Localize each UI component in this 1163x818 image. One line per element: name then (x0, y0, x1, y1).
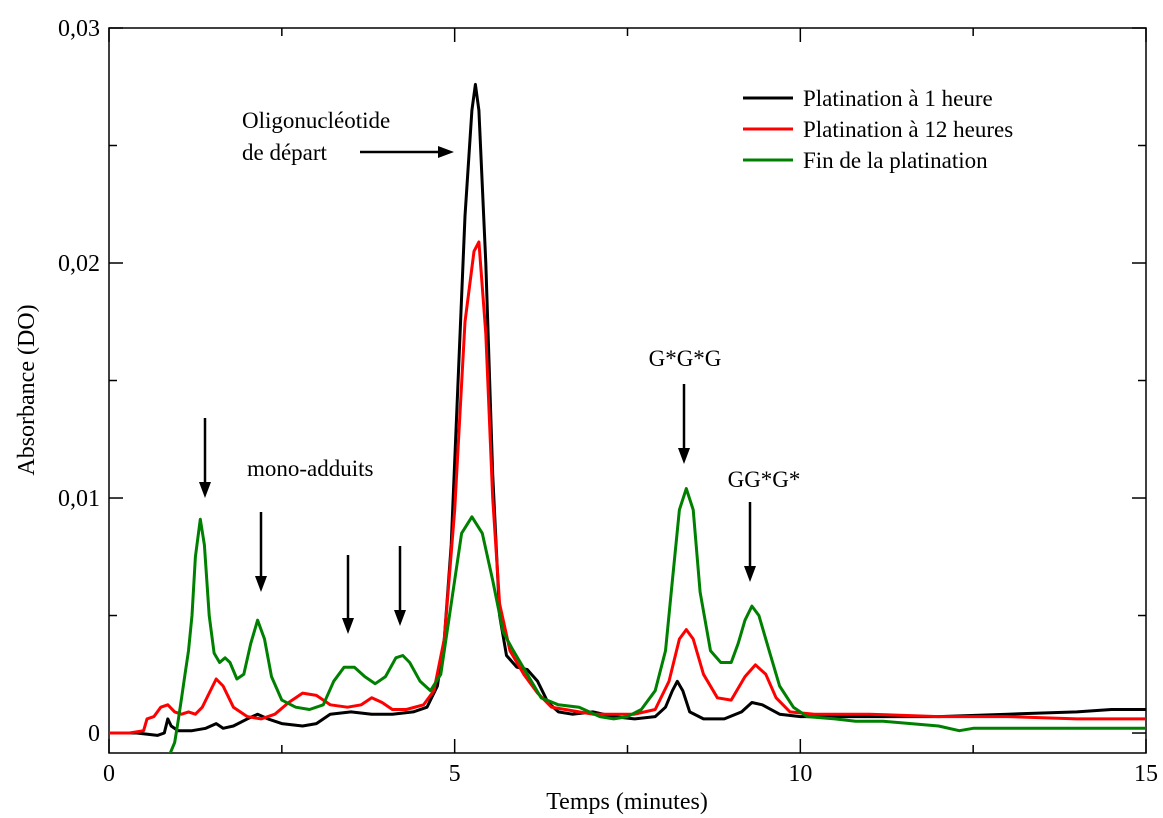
x-tick-label: 10 (788, 761, 812, 787)
annotation-oligo-line1: Oligonucléotide (242, 108, 390, 133)
series-line-1h (109, 82, 1146, 737)
legend-label-1h: Platination à 1 heure (803, 86, 993, 111)
series-lines (109, 82, 1146, 753)
x-tick-label: 15 (1134, 761, 1158, 787)
annotation-mono-adduits: mono-adduits (247, 456, 374, 481)
y-tick-label: 0 (88, 721, 100, 747)
x-tick-label: 0 (103, 761, 115, 787)
legend-label-fin: Fin de la platination (803, 148, 988, 173)
axis-ticks (108, 27, 1147, 753)
annotation-oligo-arrowhead (438, 146, 454, 158)
series-line-fin (168, 487, 1146, 753)
annotation-oligo-line2: de départ (242, 140, 328, 165)
axis-tick-labels: 0 5 10 15 0 0,01 0,02 0,03 (58, 16, 1158, 787)
legend-label-12h: Platination à 12 heures (803, 117, 1013, 142)
series-line-12h (109, 240, 1146, 735)
annotation-mono-arrowhead-1 (199, 482, 211, 498)
annotation-mono-arrowhead-2 (255, 576, 267, 592)
annotation-ggg-arrowhead (678, 448, 690, 464)
legend: Platination à 1 heure Platination à 12 h… (743, 86, 1013, 173)
y-tick-label: 0,01 (58, 486, 100, 512)
annotation-mono-arrowhead-4 (394, 610, 406, 626)
annotation-mono-arrowhead-3 (342, 618, 354, 634)
y-tick-label: 0,02 (58, 251, 100, 277)
annotation-gg: GG*G* (728, 467, 801, 492)
y-axis-label: Absorbance (DO) (14, 304, 40, 475)
annotation-ggg: G*G*G (649, 346, 722, 371)
x-axis-label: Temps (minutes) (546, 789, 708, 815)
y-tick-label: 0,03 (58, 16, 100, 42)
x-tick-label: 5 (449, 761, 461, 787)
annotations: Oligonucléotide de départ mono-adduits G… (199, 108, 800, 634)
annotation-gg-arrowhead (744, 566, 756, 582)
